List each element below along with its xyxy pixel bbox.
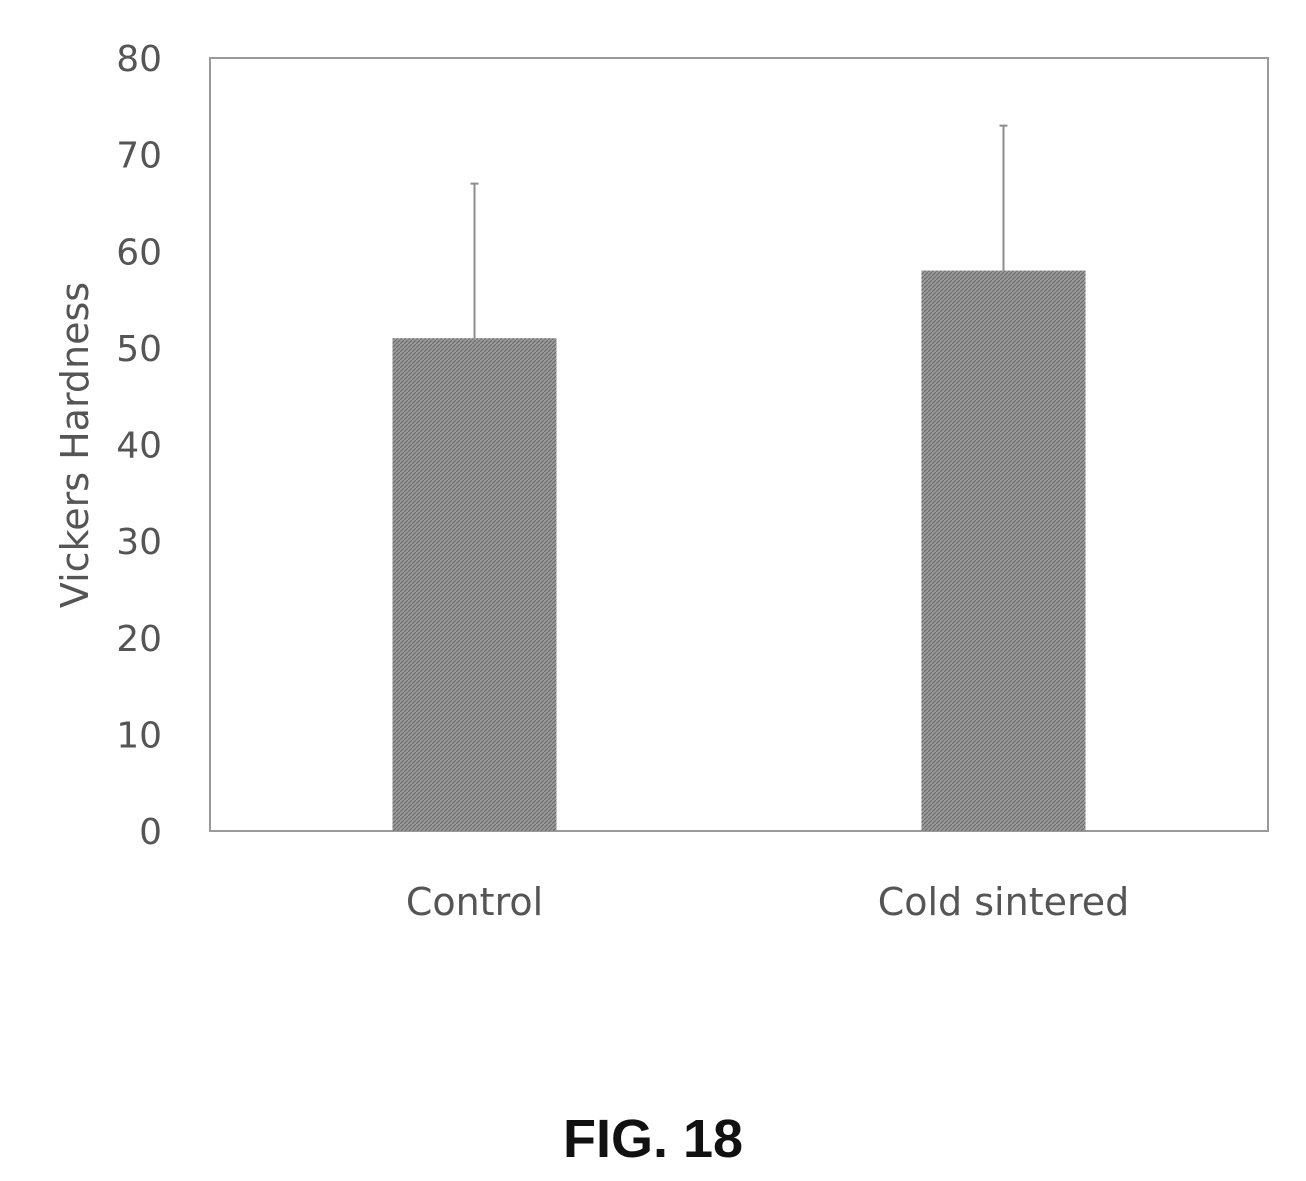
y-tick-label: 10 xyxy=(116,715,162,756)
y-axis-label: Vickers Hardness xyxy=(53,282,97,608)
y-tick-label: 30 xyxy=(116,522,162,563)
x-category-label: Control xyxy=(406,880,543,924)
y-tick-label: 40 xyxy=(116,426,162,467)
y-tick-label: 0 xyxy=(139,812,162,853)
x-axis-categories: Control Cold sintered xyxy=(406,880,1129,924)
bar-control xyxy=(392,338,557,831)
plot-frame xyxy=(209,57,1269,832)
y-tick-label: 80 xyxy=(116,39,162,80)
y-tick-label: 70 xyxy=(116,136,162,177)
bar-cold-sintered xyxy=(921,270,1086,831)
bars xyxy=(392,270,1086,831)
y-tick-label: 60 xyxy=(116,232,162,273)
error-bars xyxy=(470,124,1008,339)
y-tick-label: 20 xyxy=(116,619,162,660)
x-category-label: Cold sintered xyxy=(878,880,1130,924)
figure-caption: FIG. 18 xyxy=(562,1109,744,1169)
y-tick-label: 50 xyxy=(116,329,162,370)
y-axis-ticks: 0 10 20 30 40 50 60 70 80 xyxy=(116,39,162,853)
